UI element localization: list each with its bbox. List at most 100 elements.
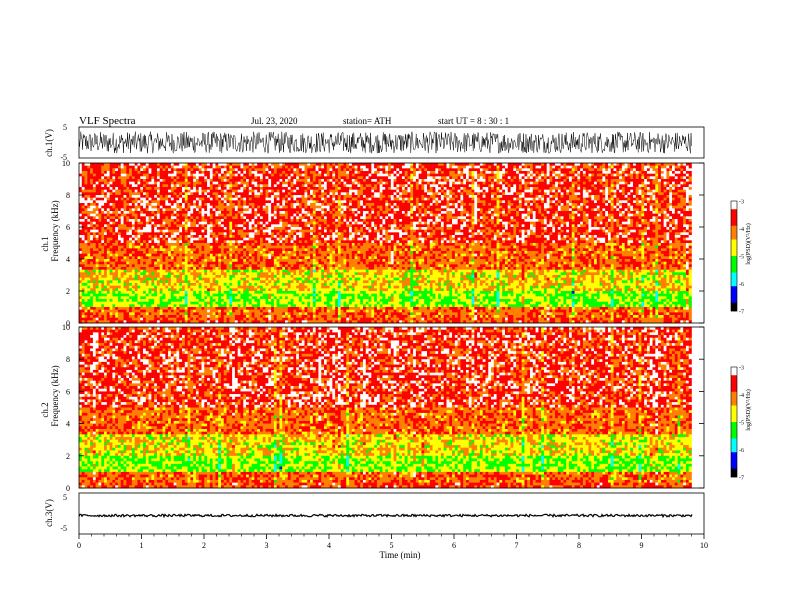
spectrogram-cell [226, 181, 230, 185]
spectrogram-cell [223, 165, 227, 169]
spectrogram-cell [201, 312, 205, 316]
spectrogram-cell [148, 224, 152, 228]
spectrogram-cell [115, 264, 119, 268]
spectrogram-cell [198, 283, 202, 286]
spectrogram-cell [182, 200, 186, 204]
spectrogram-cell [123, 291, 127, 294]
spectrogram-cell [268, 181, 272, 185]
spectrogram-cell [106, 179, 110, 182]
spectrogram-cell [276, 237, 280, 241]
spectrogram-cell [257, 181, 261, 185]
spectrogram-cell [226, 296, 230, 300]
spectrogram-cell [92, 224, 96, 228]
spectrogram-cell [148, 237, 152, 241]
spectrogram-cell [248, 232, 252, 236]
spectrogram-cell [143, 168, 147, 172]
spectrogram-cell [204, 176, 208, 180]
spectrogram-cell [237, 200, 241, 204]
spectrogram-cell [145, 187, 149, 190]
spectrogram-cell [226, 205, 230, 209]
spectrogram-cell [170, 171, 174, 174]
spectrogram-cell [287, 293, 291, 297]
spectrogram-cell [265, 309, 269, 313]
spectrogram-cell [87, 269, 91, 273]
spectrogram-cell [84, 245, 88, 249]
spectrogram-cell [279, 173, 283, 177]
spectrogram-cell [198, 259, 202, 262]
spectrogram-cell [220, 235, 225, 238]
spectrogram-cell [98, 216, 102, 220]
spectrogram-cell [95, 195, 99, 198]
spectrogram-cell [101, 315, 105, 318]
spectrogram-cell [173, 168, 177, 172]
spectrogram-cell [232, 165, 236, 169]
spectrogram-cell [98, 320, 102, 324]
spectrogram-cell [143, 232, 147, 236]
spectrogram-cell [112, 179, 116, 182]
spectrogram-cell [262, 291, 266, 294]
spectrogram-cell [165, 275, 169, 278]
spectrogram-cell [179, 227, 183, 230]
spectrogram-cell [187, 179, 191, 182]
spectrogram-cell [254, 205, 258, 209]
spectrogram-cell [212, 243, 216, 246]
spectrogram-cell [106, 248, 110, 252]
spectrogram-cell [212, 264, 216, 268]
spectrogram-cell [226, 320, 230, 324]
spectrogram-cell [151, 291, 155, 294]
spectrogram-cell [148, 168, 152, 172]
spectrogram-cell [173, 227, 177, 230]
spectrogram-cell [81, 269, 85, 273]
spectrogram-cell [120, 189, 124, 193]
spectrogram-cell [273, 243, 277, 246]
spectrogram-cell [81, 253, 85, 257]
spectrogram-cell [104, 264, 108, 268]
spectrogram-cell [168, 173, 172, 177]
spectrogram-cell [156, 288, 161, 292]
spectrogram-cell [262, 304, 266, 308]
spectrogram-cell [123, 179, 127, 182]
spectrogram-cell [298, 203, 303, 206]
spectrogram-cell [251, 291, 255, 294]
spectrogram-cell [262, 267, 266, 270]
spectrogram-cell [287, 269, 291, 273]
spectrogram-cell [301, 269, 305, 273]
spectrogram-cell [212, 272, 216, 276]
spectrogram-cell [276, 291, 280, 294]
spectrogram-cell [98, 272, 102, 276]
spectrogram-cell [290, 221, 294, 225]
spectrogram-cell [198, 197, 202, 201]
spectrogram-cell [248, 309, 252, 313]
spectrogram-cell [290, 317, 294, 321]
spectrogram-cell [151, 229, 155, 233]
spectrogram-cell [212, 312, 216, 316]
spectrogram-cell [112, 283, 116, 286]
spectrogram-cell [137, 173, 141, 177]
spectrogram-cell [173, 307, 177, 310]
spectrogram-cell [95, 259, 99, 262]
spectrogram-cell [201, 277, 205, 281]
spectrogram-cell [109, 163, 113, 166]
spectrogram-cell [134, 216, 138, 220]
spectrogram-cell [207, 192, 211, 196]
spectrogram-cell [170, 248, 174, 252]
spectrogram-cell [310, 171, 314, 174]
spectrogram-cell [232, 173, 236, 177]
spectrogram-cell [98, 163, 102, 166]
spectrogram-cell [129, 179, 133, 182]
spectrogram-cell [112, 189, 116, 193]
spectrogram-cell [84, 291, 88, 294]
spectrogram-cell [140, 253, 144, 257]
spectrogram-cell [204, 269, 208, 273]
spectrogram-cell [84, 256, 88, 260]
spectrogram-cell [257, 176, 261, 180]
spectrogram-cell [123, 267, 127, 270]
spectrogram-cell [98, 184, 102, 188]
spectrogram-cell [296, 189, 300, 193]
spectrogram-cell [187, 211, 191, 214]
spectrogram-cell [176, 208, 180, 212]
spectrogram-cell [81, 219, 85, 222]
spectrogram-cell [115, 192, 119, 196]
spectrogram-cell [159, 168, 163, 172]
spectrogram-cell [282, 213, 286, 217]
